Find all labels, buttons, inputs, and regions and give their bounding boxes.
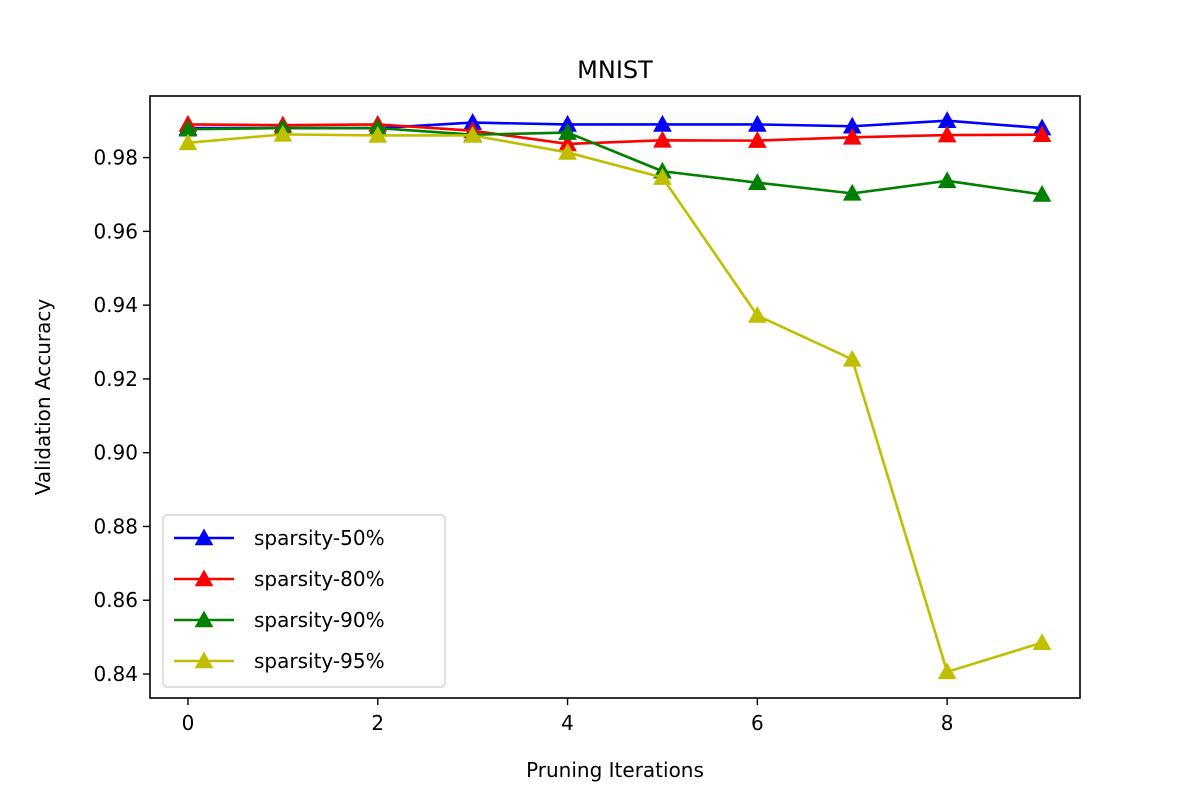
series-line-2 [187,123,1043,146]
legend-label: sparsity-95% [254,649,385,673]
series-line-3 [187,126,1043,196]
x-tick-label: 0 [182,711,195,735]
data-point-marker [273,124,293,142]
data-point-marker [747,305,767,323]
legend-marker [194,651,214,669]
legend-box [162,514,446,688]
series-line-4 [187,133,1043,674]
y-tick-label: 0.94 [93,293,138,317]
y-tick-label: 0.84 [93,662,138,686]
legend-marker [194,610,214,628]
legend-label: sparsity-80% [254,567,385,591]
legend-label: sparsity-90% [254,608,385,632]
y-tick-label: 0.92 [93,367,138,391]
y-tick-label: 0.98 [93,146,138,170]
legend-marker [194,528,214,546]
x-tick-label: 2 [371,711,384,735]
legend-marker [194,569,214,587]
data-point-marker [558,142,577,160]
plot-frame [149,95,1081,699]
data-point-marker [1032,125,1052,143]
legend: sparsity-50% sparsity-80% sparsity-90% spar… [162,514,446,688]
data-point-marker [558,122,577,140]
ticks-layer: 0 2 4 6 8 0.84 0.86 0.88 0.90 0.92 0.94 0.96 0.98 [93,146,953,735]
legend-label: sparsity-50% [254,526,385,550]
y-tick-label: 0.96 [93,219,138,243]
data-point-marker [842,127,862,145]
x-tick-label: 8 [941,711,954,735]
data-point-marker [1032,633,1052,650]
data-point-marker [937,662,957,680]
data-point-marker [653,130,672,148]
y-axis-title: Validation Accuracy [31,299,55,496]
plot-layer [178,111,1052,680]
data-point-marker [653,167,672,185]
data-point-marker [178,133,198,151]
data-point-marker [937,125,957,143]
data-point-marker [368,125,388,143]
data-point-marker [842,349,862,367]
data-point-marker [747,131,767,148]
y-tick-label: 0.88 [93,514,138,538]
y-tick-label: 0.86 [93,588,138,612]
data-point-marker [463,125,483,143]
chart-title: MNIST [577,56,653,84]
data-point-marker [842,183,862,201]
data-point-marker [1032,184,1052,202]
y-tick-label: 0.90 [93,441,138,465]
data-point-marker [937,171,957,189]
x-tick-label: 6 [751,711,764,735]
data-point-marker [747,173,767,190]
x-axis-title: Pruning Iterations [526,758,704,782]
x-tick-label: 4 [561,711,574,735]
